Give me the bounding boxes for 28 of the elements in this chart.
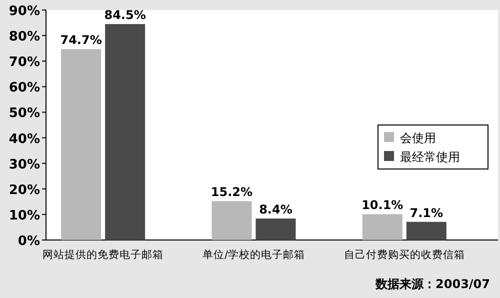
data-label: 84.5% [104,8,146,22]
y-tick-label: 90% [8,4,40,19]
bar [406,222,446,240]
source-note: 数据来源：2003/07 [374,277,490,291]
data-label: 74.7% [60,33,102,48]
data-label: 10.1% [362,198,404,212]
legend-label: 会使用 [400,131,436,145]
y-tick-label: 40% [8,132,40,147]
bar [362,214,402,240]
bar [105,24,146,240]
y-tick-label: 20% [8,182,40,198]
y-tick-label: 10% [8,208,40,224]
data-label: 7.1% [410,206,444,220]
y-tick-label: 50% [8,106,40,122]
bar [61,49,102,240]
x-tick-label: 自己付费购买的收费信箱 [344,248,465,261]
y-tick-label: 80% [8,30,40,45]
x-tick-label: 单位/学校的电子邮箱 [202,248,306,261]
bar [256,218,296,240]
x-tick-label: 网站提供的免费电子邮箱 [42,248,164,261]
bar [212,201,252,240]
data-label: 8.4% [259,202,292,217]
data-label: 15.2% [210,185,253,200]
y-tick-label: 0% [18,234,40,249]
legend-label: 最经常使用 [400,150,460,164]
y-tick-label: 30% [8,157,40,172]
y-tick-label: 70% [8,55,40,70]
y-tick-label: 60% [8,80,40,96]
